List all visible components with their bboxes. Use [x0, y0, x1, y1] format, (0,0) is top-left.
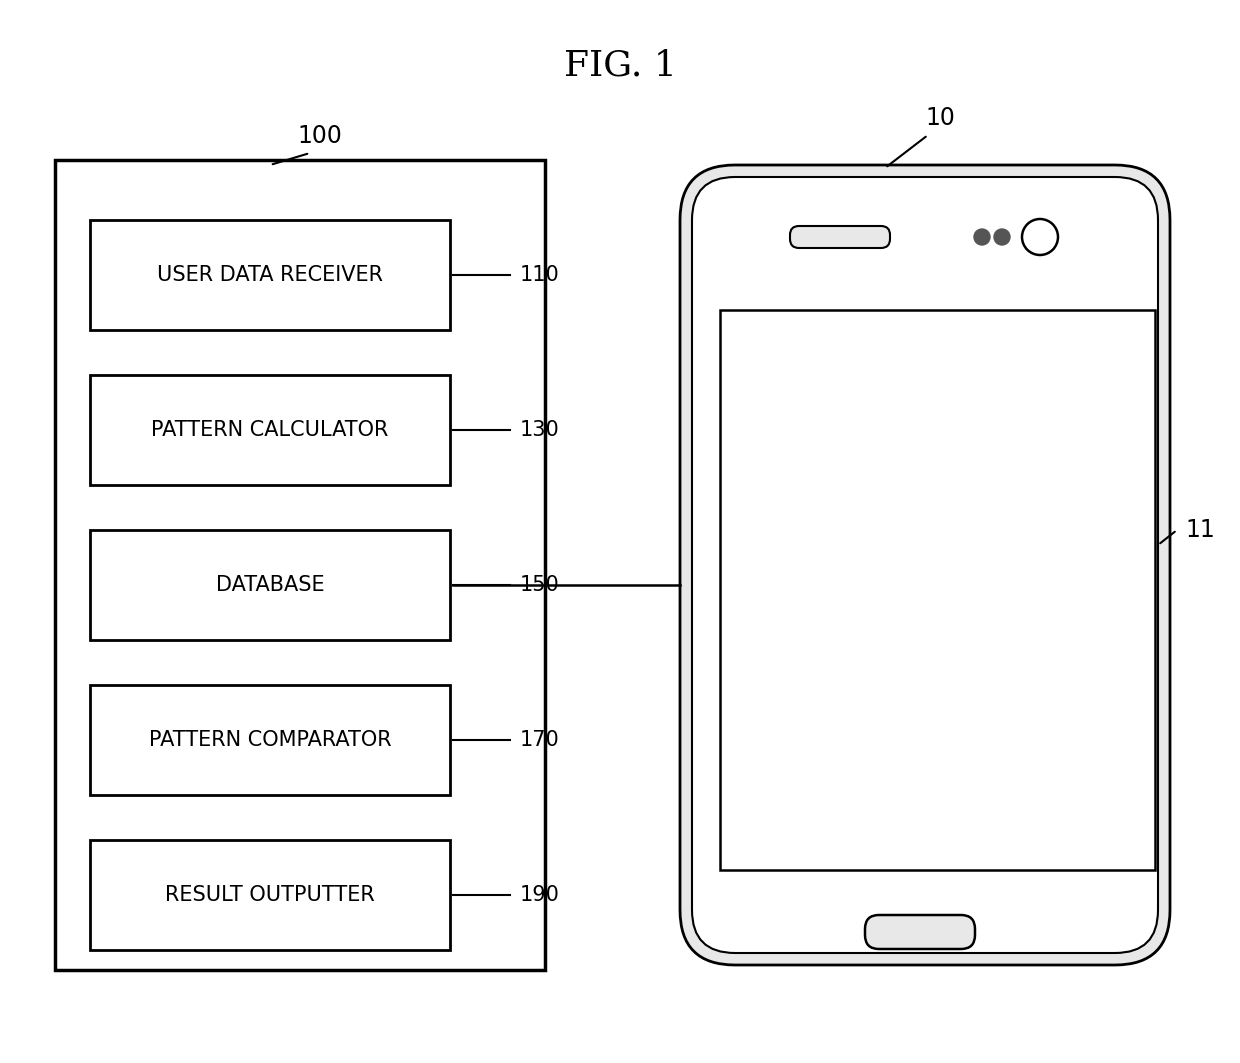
Text: 110: 110	[520, 265, 559, 285]
FancyBboxPatch shape	[680, 165, 1171, 965]
Text: 150: 150	[520, 575, 559, 595]
FancyBboxPatch shape	[91, 840, 450, 950]
FancyBboxPatch shape	[866, 915, 975, 949]
FancyBboxPatch shape	[720, 310, 1154, 870]
Circle shape	[973, 229, 990, 244]
Text: 130: 130	[520, 420, 559, 440]
FancyBboxPatch shape	[91, 375, 450, 485]
Text: DATABASE: DATABASE	[216, 575, 325, 595]
FancyBboxPatch shape	[692, 178, 1158, 954]
Text: 190: 190	[520, 885, 560, 905]
Text: 10: 10	[925, 106, 955, 130]
Text: RESULT OUTPUTTER: RESULT OUTPUTTER	[165, 885, 374, 905]
Text: FIG. 1: FIG. 1	[563, 48, 677, 82]
Text: 170: 170	[520, 730, 559, 750]
Text: 100: 100	[298, 124, 342, 148]
Text: PATTERN CALCULATOR: PATTERN CALCULATOR	[151, 420, 388, 440]
Circle shape	[994, 229, 1011, 244]
Text: 11: 11	[1185, 518, 1215, 542]
FancyBboxPatch shape	[55, 161, 546, 971]
FancyBboxPatch shape	[91, 220, 450, 330]
FancyBboxPatch shape	[91, 685, 450, 795]
FancyBboxPatch shape	[91, 530, 450, 640]
Text: USER DATA RECEIVER: USER DATA RECEIVER	[157, 265, 383, 285]
FancyBboxPatch shape	[790, 226, 890, 248]
Text: PATTERN COMPARATOR: PATTERN COMPARATOR	[149, 730, 392, 750]
